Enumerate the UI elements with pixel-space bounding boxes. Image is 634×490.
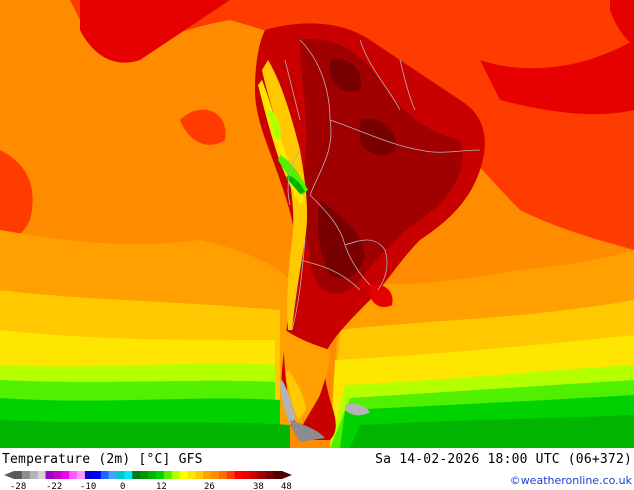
legend-swatch xyxy=(155,471,165,479)
credit-link[interactable]: ©weatheronline.co.uk xyxy=(509,474,632,487)
legend-tick-label: 0 xyxy=(120,482,125,490)
legend-swatch xyxy=(148,471,157,479)
legend-swatch xyxy=(84,471,94,479)
legend-swatch xyxy=(195,471,204,479)
legend-swatch xyxy=(226,471,236,479)
legend-swatch xyxy=(250,471,259,479)
legend-swatch xyxy=(92,471,102,479)
legend-swatch xyxy=(203,471,212,479)
legend-tick-label: 26 xyxy=(204,482,215,490)
map-footer: Temperature (2m) [°C] GFS Sa 14-02-2026 … xyxy=(0,448,634,490)
legend-tick-label: 38 xyxy=(253,482,264,490)
legend-swatch xyxy=(69,471,78,479)
landmass-south-america xyxy=(255,0,634,442)
legend-arrow-right xyxy=(282,471,292,479)
legend-swatch xyxy=(108,471,117,479)
legend-swatch xyxy=(163,471,173,479)
legend-swatch xyxy=(100,471,109,479)
legend-swatch xyxy=(116,471,125,479)
map-title: Temperature (2m) [°C] GFS xyxy=(2,452,203,467)
legend-swatch xyxy=(218,471,228,479)
legend-swatch xyxy=(124,471,133,479)
legend-swatch xyxy=(45,471,54,479)
country-borders xyxy=(284,39,481,331)
legend-swatch xyxy=(140,471,149,479)
legend-tick-label: -10 xyxy=(80,482,96,490)
legend-color-bar xyxy=(14,471,283,479)
map-datetime: Sa 14-02-2026 18:00 UTC (06+372) xyxy=(375,452,632,467)
legend-swatch xyxy=(274,471,283,479)
legend-swatch xyxy=(61,471,70,479)
legend-swatch xyxy=(132,471,141,479)
legend-swatch xyxy=(266,471,275,479)
legend-tick-label: 48 xyxy=(281,482,292,490)
legend-swatch xyxy=(14,471,23,479)
legend-tick-label: 12 xyxy=(156,482,167,490)
temperature-map xyxy=(0,0,634,448)
ocean-temperature-bands xyxy=(0,0,634,448)
legend-swatch xyxy=(258,471,267,479)
legend-swatch xyxy=(179,471,188,479)
legend-tick-label: -22 xyxy=(46,482,62,490)
legend-swatch xyxy=(21,471,31,479)
legend-arrow-left xyxy=(4,471,14,479)
legend-swatch xyxy=(29,471,39,479)
legend-swatch xyxy=(211,471,220,479)
legend-swatch xyxy=(37,471,46,479)
color-legend: -28 -22 -10 0 12 26 38 48 xyxy=(4,471,292,490)
legend-swatch xyxy=(234,471,243,479)
legend-swatch xyxy=(187,471,196,479)
legend-swatch xyxy=(77,471,86,479)
legend-swatch xyxy=(242,471,251,479)
legend-swatch xyxy=(171,471,180,479)
legend-tick-label: -28 xyxy=(10,482,26,490)
legend-swatch xyxy=(53,471,62,479)
